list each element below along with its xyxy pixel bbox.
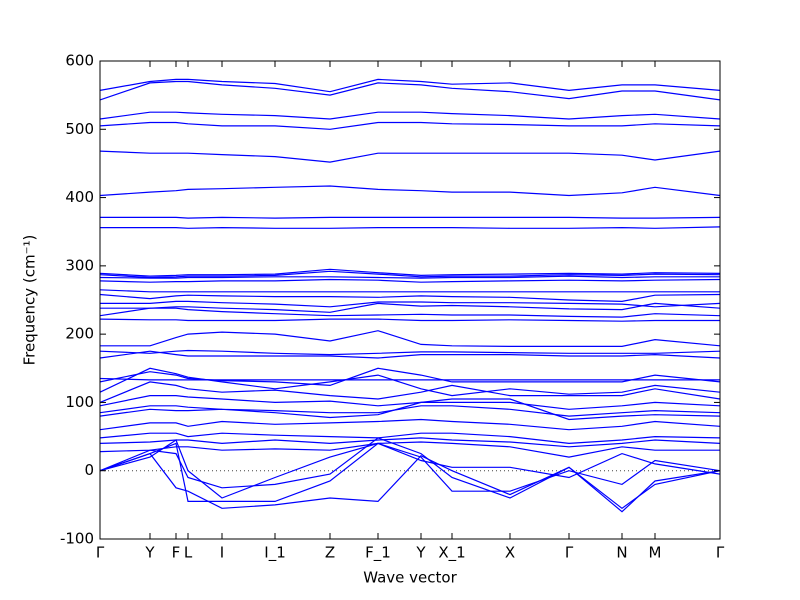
band-line bbox=[99, 452, 721, 510]
y-axis-label: Frequency (cm⁻¹) bbox=[21, 235, 39, 366]
x-tick-label: Γ bbox=[565, 544, 574, 562]
band-line bbox=[99, 275, 720, 279]
band-line bbox=[99, 377, 720, 381]
band-line bbox=[99, 268, 721, 277]
band-line bbox=[99, 80, 721, 101]
x-tick-label: Γ bbox=[716, 544, 725, 562]
band-line bbox=[100, 226, 721, 229]
band-line bbox=[99, 318, 720, 322]
x-tick-label: I_1 bbox=[264, 544, 285, 563]
band-line bbox=[99, 289, 720, 293]
y-tick-label: 600 bbox=[65, 52, 94, 70]
band-line bbox=[100, 302, 721, 313]
y-tick-label: 500 bbox=[65, 120, 94, 138]
x-tick-label: Y bbox=[415, 544, 426, 562]
band-line bbox=[99, 381, 721, 403]
x-tick-label: Γ bbox=[96, 544, 105, 562]
x-tick-label: F bbox=[172, 544, 181, 562]
band-line bbox=[99, 121, 721, 130]
band-line bbox=[100, 300, 721, 308]
band-line bbox=[99, 439, 721, 499]
x-tick-label: N bbox=[616, 544, 627, 562]
y-tick-label: 400 bbox=[65, 188, 94, 206]
x-tick-label: X_1 bbox=[438, 544, 465, 563]
y-tick-label: 300 bbox=[65, 256, 94, 274]
x-tick-label: X bbox=[505, 544, 515, 562]
y-tick-label: 100 bbox=[65, 393, 94, 411]
y-tick-label: -100 bbox=[60, 530, 94, 548]
band-line bbox=[99, 437, 721, 448]
band-line bbox=[99, 367, 721, 397]
y-tick-label: 0 bbox=[84, 461, 94, 479]
band-line bbox=[99, 278, 721, 283]
x-tick-label: M bbox=[649, 544, 662, 562]
band-line bbox=[99, 150, 721, 163]
band-line bbox=[99, 395, 721, 410]
band-line bbox=[99, 307, 721, 318]
x-axis-label: Wave vector bbox=[363, 569, 457, 587]
band-line bbox=[99, 418, 721, 431]
band-line bbox=[99, 398, 721, 421]
band-line bbox=[99, 293, 721, 303]
band-line bbox=[99, 111, 721, 120]
plot-frame bbox=[99, 60, 721, 540]
y-tick-label: 200 bbox=[65, 325, 94, 343]
band-line bbox=[99, 78, 721, 93]
band-line bbox=[99, 185, 721, 197]
band-line bbox=[99, 270, 721, 279]
band-line bbox=[99, 350, 721, 359]
band-line bbox=[99, 349, 721, 356]
band-line bbox=[99, 367, 721, 387]
x-tick-label: Z bbox=[325, 544, 335, 562]
x-tick-label: Y bbox=[144, 544, 155, 562]
band-line bbox=[100, 216, 721, 219]
x-tick-label: I bbox=[220, 544, 224, 562]
band-line bbox=[99, 405, 721, 417]
x-tick-label: F_1 bbox=[365, 544, 391, 563]
band-line bbox=[100, 330, 721, 347]
x-tick-label: L bbox=[184, 544, 193, 562]
